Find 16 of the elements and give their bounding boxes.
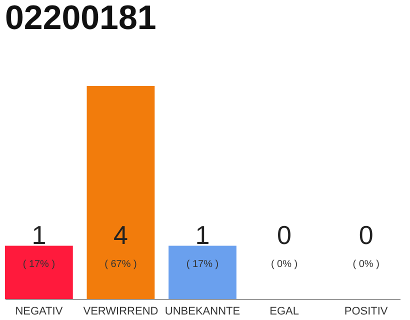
x-tick-label: NEGATIV <box>15 306 64 318</box>
data-label: 4 <box>113 220 128 250</box>
x-tick-label: UNBEKANNTE <box>164 306 240 318</box>
annotation: ( 0% ) <box>352 259 380 270</box>
annotation: ( 67% ) <box>104 259 137 270</box>
data-label: 0 <box>277 220 292 250</box>
x-tick-label: VERWIRREND <box>83 306 158 318</box>
annotation: ( 17% ) <box>22 259 56 270</box>
data-label: 1 <box>195 220 210 250</box>
annotation: ( 0% ) <box>270 259 298 270</box>
annotation: ( 17% ) <box>186 259 219 270</box>
x-tick-label: EGAL <box>270 306 299 318</box>
chart-title: 02200181 <box>5 0 156 37</box>
data-label: 0 <box>358 220 374 250</box>
data-label: 1 <box>32 220 46 250</box>
x-tick-label: POSITIV <box>344 306 388 318</box>
